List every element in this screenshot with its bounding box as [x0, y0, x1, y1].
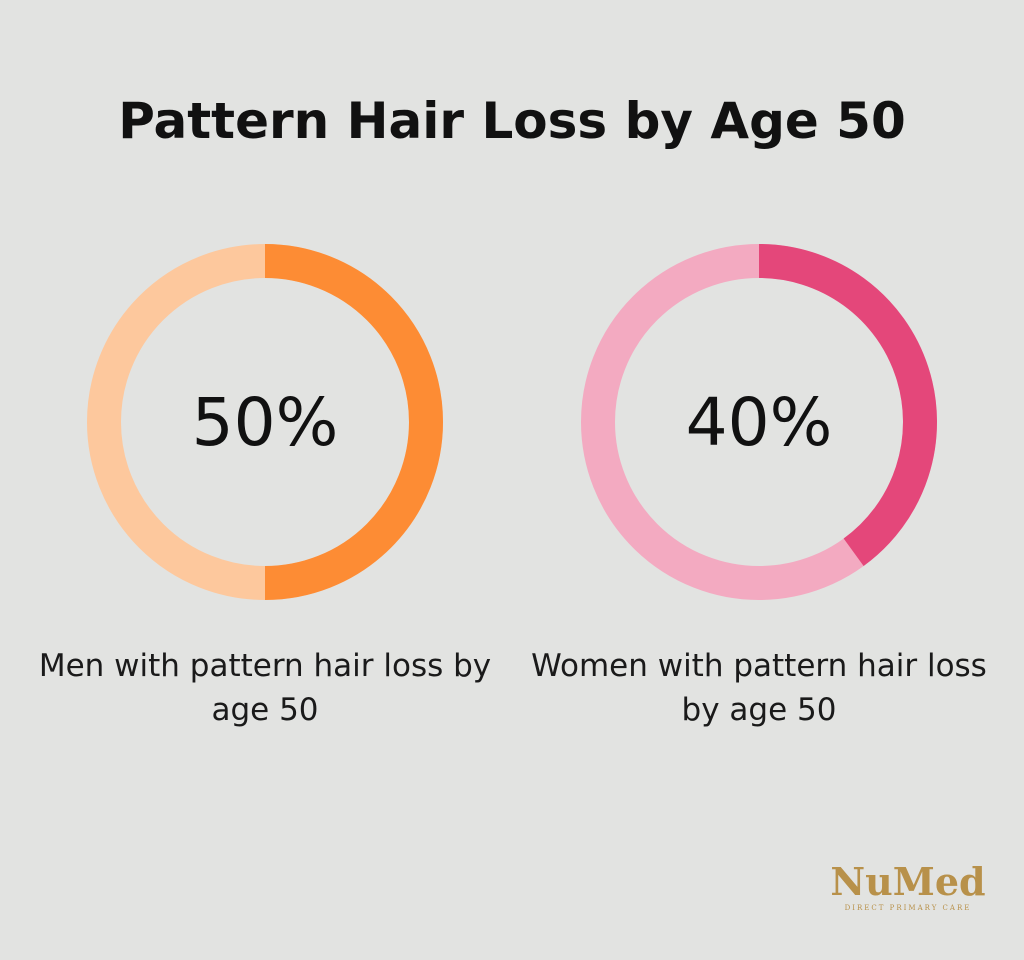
- donut-arc: [264, 244, 443, 600]
- logo: NuMed DIRECT PRIMARY CARE: [828, 859, 988, 913]
- title: Pattern Hair Loss by Age 50: [118, 92, 906, 150]
- value-label: 50%: [192, 384, 339, 461]
- logo-name: NuMed: [830, 859, 986, 904]
- value-label: 40%: [686, 384, 833, 461]
- donut-arc: [758, 244, 937, 566]
- caption: Men with pattern hair loss by age 50: [38, 648, 492, 728]
- caption: Women with pattern hair loss by age 50: [531, 648, 987, 728]
- logo-tagline: DIRECT PRIMARY CARE: [844, 904, 972, 912]
